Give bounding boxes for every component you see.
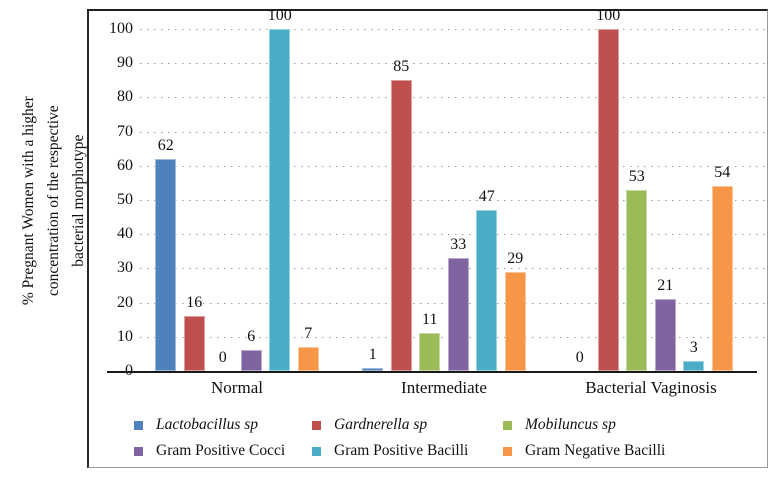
gridline-y-100 xyxy=(140,29,765,30)
bar-value-label: 11 xyxy=(422,311,438,328)
bar-lactobacillus-sp-intermediate xyxy=(362,368,384,371)
bar-gram-positive-cocci-bacterial-vaginosis xyxy=(654,299,676,371)
bar-mobiluncus-sp-intermediate xyxy=(419,333,441,371)
y-tick-label: 80 xyxy=(117,88,133,106)
legend-swatch-icon xyxy=(312,420,321,430)
y-tick-label: 20 xyxy=(117,293,133,311)
bar-value-label: 1 xyxy=(368,346,377,363)
bar-gram-positive-bacilli-intermediate xyxy=(476,210,498,371)
y-tick-label: 100 xyxy=(109,20,133,37)
bar-value-label: 100 xyxy=(267,7,292,24)
legend-label: Lactobacillus sp xyxy=(156,416,259,433)
bar-gram-negative-bacilli-normal xyxy=(297,347,319,371)
bar-gram-negative-bacilli-intermediate xyxy=(504,272,526,371)
legend-swatch-icon xyxy=(134,446,143,456)
legend-label: Mobiluncus sp xyxy=(525,416,616,433)
legend-swatch-icon xyxy=(134,420,143,430)
bar-value-label: 21 xyxy=(657,277,674,294)
bar-gardnerella-sp-normal xyxy=(183,316,205,371)
legend-item-gardnerella-sp: Gardnerella sp xyxy=(312,415,427,435)
bar-value-label: 29 xyxy=(507,250,524,267)
bar-gram-positive-bacilli-normal xyxy=(269,29,291,371)
y-tick-label: 40 xyxy=(117,225,133,243)
legend-swatch-icon xyxy=(312,446,321,456)
bar-value-label: 62 xyxy=(157,137,174,154)
bar-value-label: 54 xyxy=(714,164,731,181)
x-category-label: Normal xyxy=(211,378,263,397)
y-tick-label: 10 xyxy=(117,327,133,345)
gridline-y-70 xyxy=(140,131,765,133)
legend-label: Gram Positive Cocci xyxy=(156,442,286,459)
bar-value-label: 47 xyxy=(478,188,495,205)
bar-gram-positive-cocci-intermediate xyxy=(447,258,469,371)
bar-gram-positive-cocci-normal xyxy=(240,350,262,371)
bar-value-label: 16 xyxy=(186,294,203,311)
y-axis-title-line: % Pregnant Women with a higher xyxy=(19,96,37,306)
bar-value-label: 0 xyxy=(575,349,584,366)
legend-label: Gardnerella sp xyxy=(334,416,428,433)
y-tick-label: 70 xyxy=(117,122,133,140)
gridline-y-50 xyxy=(140,200,765,201)
gridline-y-60 xyxy=(140,165,765,167)
bar-value-label: 3 xyxy=(689,339,698,356)
bar-value-label: 100 xyxy=(596,7,621,24)
y-tick-label: 0 xyxy=(89,362,133,380)
x-axis-line xyxy=(107,371,757,373)
y-tick-label: 30 xyxy=(117,259,133,277)
y-tick-label: 50 xyxy=(117,191,133,208)
bar-gardnerella-sp-bacterial-vaginosis xyxy=(597,29,619,371)
gridline-y-40 xyxy=(140,234,765,236)
legend-item-gram-negative-bacilli: Gram Negative Bacilli xyxy=(503,441,665,461)
bar-mobiluncus-sp-bacterial-vaginosis xyxy=(626,190,648,371)
bar-value-label: 33 xyxy=(450,236,467,253)
bar-value-label: 85 xyxy=(393,58,410,75)
y-axis-title: % Pregnant Women with a higher concentrat… xyxy=(6,18,100,384)
bar-value-label: 7 xyxy=(304,325,313,342)
y-axis-title-text: % Pregnant Women with a higher concentrat… xyxy=(15,97,90,306)
x-category-label: Bacterial Vaginosis xyxy=(585,378,717,397)
bar-value-label: 53 xyxy=(628,168,645,185)
gridline-y-90 xyxy=(140,63,765,65)
legend-label: Gram Negative Bacilli xyxy=(525,442,666,459)
bar-lactobacillus-sp-normal xyxy=(155,159,177,371)
legend-label: Gram Positive Bacilli xyxy=(334,442,469,459)
bar-value-label: 6 xyxy=(247,328,256,345)
legend-item-lactobacillus-sp: Lactobacillus sp xyxy=(134,415,258,435)
legend-swatch-icon xyxy=(503,420,512,430)
legend-item-mobiluncus-sp: Mobiluncus sp xyxy=(503,415,616,435)
y-tick-label: 60 xyxy=(117,156,133,174)
x-category-label: Intermediate xyxy=(401,378,487,397)
bar-gardnerella-sp-intermediate xyxy=(390,80,412,371)
bar-gram-negative-bacilli-bacterial-vaginosis xyxy=(711,186,733,371)
bar-value-label: 0 xyxy=(218,349,227,366)
gridline-y-80 xyxy=(140,97,765,99)
legend-swatch-icon xyxy=(503,446,512,456)
bar-gram-positive-bacilli-bacterial-vaginosis xyxy=(683,361,705,371)
y-axis-title-line: concentration of the respective xyxy=(44,105,62,297)
legend-item-gram-positive-cocci: Gram Positive Cocci xyxy=(134,441,285,461)
legend-item-gram-positive-bacilli: Gram Positive Bacilli xyxy=(312,441,468,461)
y-tick-label: 90 xyxy=(117,54,133,72)
chart-area: 0102030405060708090100621016851000115363… xyxy=(87,7,768,468)
